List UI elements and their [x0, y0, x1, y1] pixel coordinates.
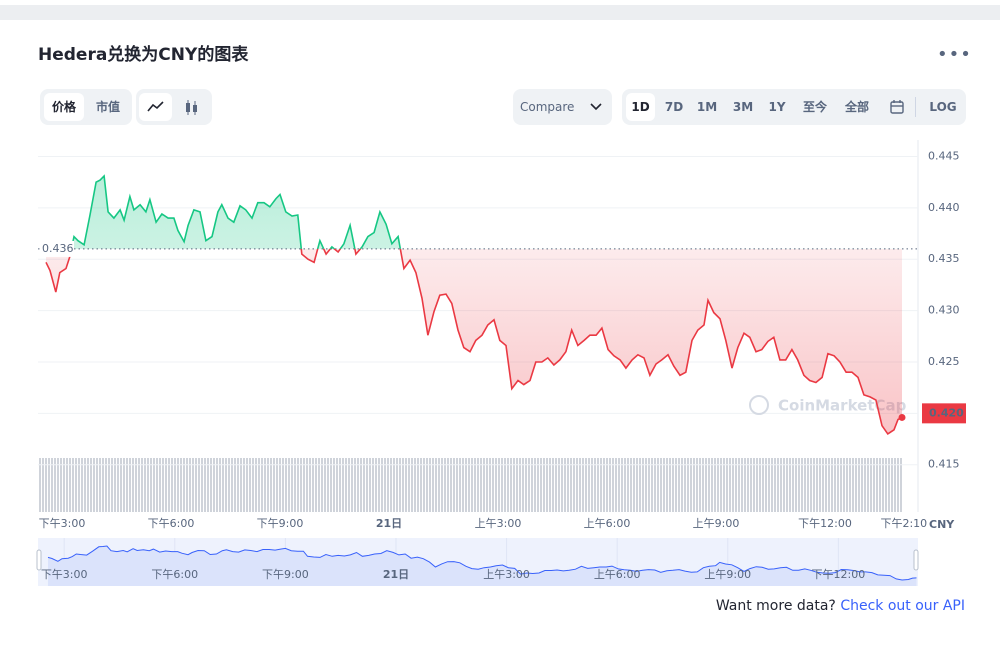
- navigator-tick-label: 上午9:00: [704, 568, 751, 581]
- navigator-area: [47, 546, 917, 586]
- watermark-logo: [749, 395, 769, 415]
- compare-label[interactable]: Compare: [520, 100, 575, 114]
- y-tick-label: 0.430: [928, 304, 960, 317]
- area-down: [45, 248, 903, 434]
- compare-box[interactable]: [513, 89, 612, 125]
- navigator-tick-label: 上午6:00: [594, 568, 641, 581]
- range-button[interactable]: 全部: [844, 100, 869, 114]
- range-button[interactable]: 1D: [626, 93, 655, 121]
- compare-chevron: [590, 103, 602, 111]
- volume-bars: [38, 458, 902, 512]
- range-button[interactable]: 1Y: [768, 100, 786, 114]
- navigator-line: [47, 545, 917, 581]
- navigator-tick-label: 上午3:00: [483, 568, 530, 581]
- navigator-tick-label: 下午3:00: [41, 568, 88, 581]
- area-up: [45, 176, 903, 249]
- x-tick-label: 下午6:00: [148, 517, 195, 530]
- metric-tab[interactable]: 市值: [95, 100, 120, 114]
- navigator-tick-label: 21日: [383, 568, 409, 581]
- x-tick-label: 上午9:00: [693, 517, 740, 530]
- range-button[interactable]: 3M: [732, 100, 754, 114]
- current-price-box: [922, 403, 966, 424]
- calendar-icon[interactable]: [889, 99, 905, 115]
- price-line-up: [70, 174, 402, 249]
- x-tick-label: 下午9:00: [257, 517, 304, 530]
- y-tick-label: 0.440: [928, 201, 960, 214]
- line-style-button[interactable]: [139, 93, 172, 121]
- y-tick-label: 0.415: [928, 458, 960, 471]
- baseline-label: 0.436: [42, 242, 74, 255]
- navigator-tick-label: 下午9:00: [262, 568, 309, 581]
- y-tick-label: 0.445: [928, 149, 960, 162]
- range-button[interactable]: 1M: [696, 100, 718, 114]
- baseline-label-bg: [40, 240, 74, 257]
- x-tick-label: 下午12:00: [798, 517, 852, 530]
- more-menu[interactable]: •••: [937, 44, 972, 65]
- divider: [915, 97, 916, 117]
- metric-tab[interactable]: 价格: [44, 93, 84, 121]
- watermark: CoinMarketCap: [778, 397, 907, 415]
- api-link[interactable]: Check out our API: [840, 598, 965, 614]
- footer: Want more data? Check out our API: [716, 598, 965, 614]
- x-tick-label: 下午2:10: [880, 517, 927, 530]
- navigator-handle[interactable]: [36, 549, 42, 571]
- candle-style-button[interactable]: [175, 93, 208, 121]
- chart-title: Hedera兑换为CNY的图表: [38, 45, 249, 65]
- navigator-tick-label: 下午12:00: [812, 568, 866, 581]
- log-button[interactable]: LOG: [929, 100, 957, 114]
- last-point: [898, 413, 906, 421]
- top-band: [0, 5, 1000, 20]
- x-tick-label: 下午3:00: [39, 517, 86, 530]
- x-tick-label: 上午3:00: [475, 517, 522, 530]
- range-group: [622, 89, 966, 125]
- x-tick-label: 21日: [376, 517, 402, 530]
- y-tick-label: 0.435: [928, 252, 960, 265]
- current-price-label: 0.420: [929, 406, 964, 419]
- navigator-tick-label: 下午6:00: [151, 568, 198, 581]
- y-tick-label: 0.425: [928, 355, 960, 368]
- range-button[interactable]: 7D: [664, 100, 684, 114]
- line-icon: [147, 101, 164, 112]
- y-unit-label: CNY: [929, 518, 955, 531]
- navigator-handle[interactable]: [913, 549, 919, 571]
- price-line-down: [45, 248, 903, 435]
- x-tick-label: 上午6:00: [584, 517, 631, 530]
- footer-prompt: Want more data?: [715, 598, 836, 614]
- candle-icon: [186, 100, 197, 115]
- range-button[interactable]: 至今: [802, 100, 827, 114]
